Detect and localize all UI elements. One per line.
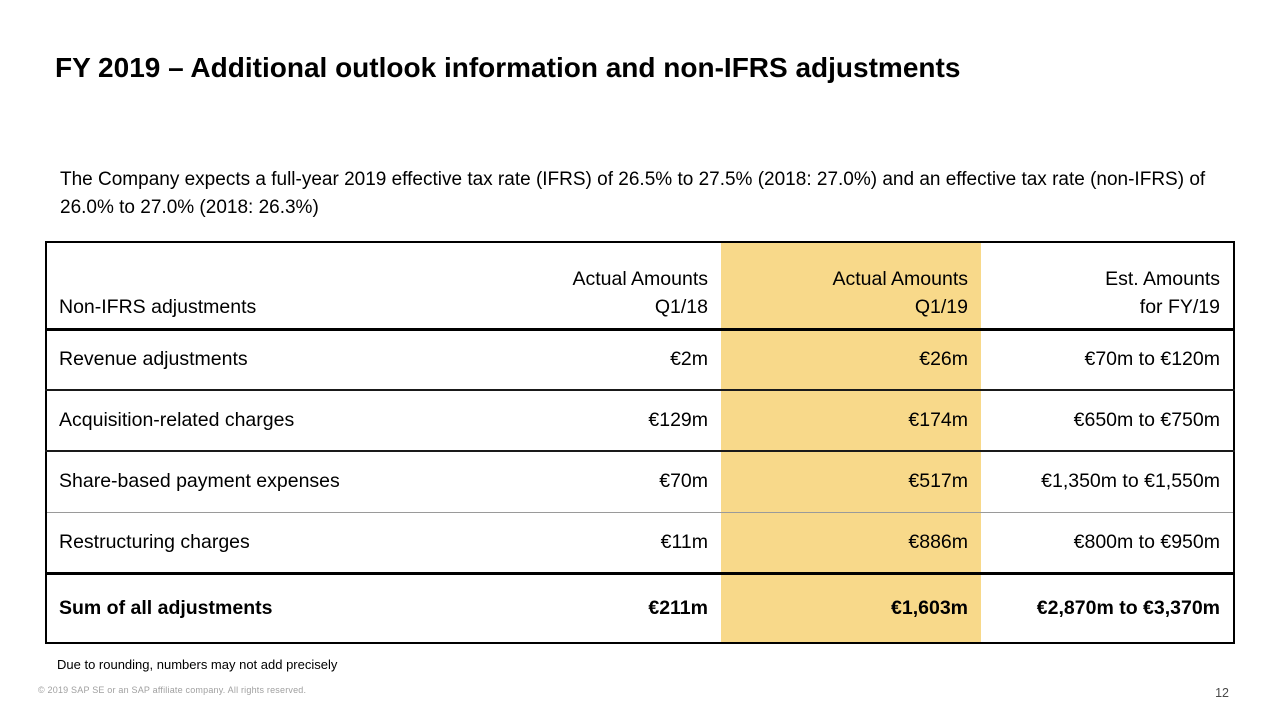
row-label-cell: Restructuring charges [46, 512, 466, 575]
table-row-sum-of-all-adjustments: Sum of all adjustments €211m €1,603m €2,… [46, 573, 1234, 643]
row-label-cell: Revenue adjustments [46, 329, 466, 391]
header-non-ifrs-adjustments: Non-IFRS adjustments [46, 242, 466, 331]
row-label-cell: Acquisition-related charges [46, 390, 466, 452]
header-actual-amounts-q119: Actual Amounts Q1/19 [721, 242, 981, 331]
q119-value-cell: €26m [721, 329, 981, 391]
q118-value-cell: €2m [466, 329, 721, 391]
q119-value-cell: €517m [721, 451, 981, 513]
header-fy19-line2: for FY/19 [1139, 295, 1220, 318]
table-row-revenue-adjustments: Revenue adjustments €2m €26m €70m to €12… [46, 329, 1234, 391]
q118-value-cell: €70m [466, 451, 721, 513]
header-est-amounts-fy19: Est. Amounts for FY/19 [981, 242, 1234, 331]
fy19-value-cell: €800m to €950m [981, 512, 1234, 575]
page-number: 12 [1215, 686, 1229, 700]
copyright-notice: © 2019 SAP SE or an SAP affiliate compan… [38, 685, 307, 695]
fy19-value-cell: €2,870m to €3,370m [1036, 596, 1220, 619]
row-label-cell: Share-based payment expenses [46, 451, 466, 513]
q119-value-cell: €886m [721, 512, 981, 575]
fy19-value-cell: €70m to €120m [981, 329, 1234, 391]
non-ifrs-adjustments-table: Non-IFRS adjustments Actual Amounts Q1/1… [45, 241, 1235, 644]
slide-title: FY 2019 – Additional outlook information… [55, 52, 961, 83]
q118-value-cell: €11m [466, 512, 721, 575]
fy19-value-cell: €1,350m to €1,550m [981, 451, 1234, 513]
rounding-footnote: Due to rounding, numbers may not add pre… [57, 657, 338, 672]
header-fy19-line1: Est. Amounts [1105, 267, 1220, 290]
header-q118-line1: Actual Amounts [572, 267, 709, 290]
tax-rate-statement: The Company expects a full-year 2019 eff… [60, 169, 1206, 218]
table-row-acquisition-related-charges: Acquisition-related charges €129m €174m … [46, 390, 1234, 452]
header-actual-amounts-q118: Actual Amounts Q1/18 [466, 242, 721, 331]
table-header-row: Non-IFRS adjustments Actual Amounts Q1/1… [46, 242, 1234, 331]
q119-value-cell: €174m [721, 390, 981, 452]
row-label-cell: Sum of all adjustments [59, 596, 273, 619]
header-q118-line2: Q1/18 [654, 295, 708, 318]
header-q119-line1: Actual Amounts [832, 267, 969, 290]
table-row-restructuring-charges: Restructuring charges €11m €886m €800m t… [46, 512, 1234, 575]
q118-value-cell: €129m [466, 390, 721, 452]
table-row-share-based-payment-expenses: Share-based payment expenses €70m €517m … [46, 451, 1234, 513]
q119-value-cell: €1,603m [721, 573, 981, 643]
header-q119-line2: Q1/19 [914, 295, 968, 318]
fy19-value-cell: €650m to €750m [981, 390, 1234, 452]
q118-value-cell: €211m [648, 596, 708, 619]
